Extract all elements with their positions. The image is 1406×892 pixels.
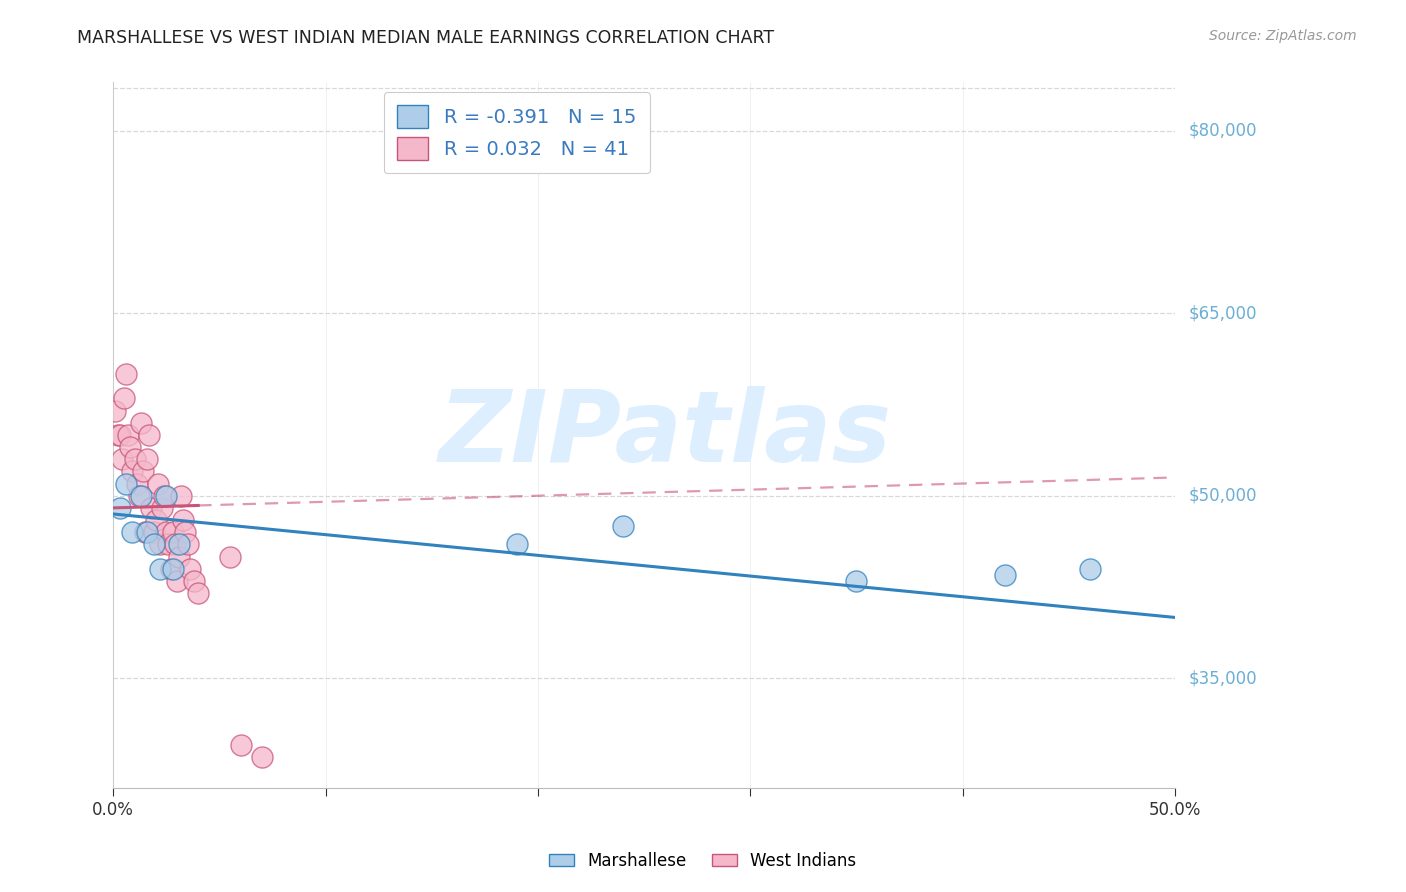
Point	[150, 500, 173, 515]
Legend: R = -0.391   N = 15, R = 0.032   N = 41: R = -0.391 N = 15, R = 0.032 N = 41	[384, 92, 650, 173]
Point	[134, 525, 156, 540]
Point	[136, 525, 159, 540]
Point	[505, 537, 527, 551]
Point	[153, 489, 176, 503]
Point	[183, 574, 205, 588]
Point	[166, 574, 188, 588]
Point	[163, 537, 186, 551]
Point	[1078, 562, 1101, 576]
Point	[172, 513, 194, 527]
Point	[157, 537, 180, 551]
Point	[129, 489, 152, 503]
Point	[104, 403, 127, 417]
Point	[128, 489, 150, 503]
Point	[162, 562, 184, 576]
Point	[121, 464, 143, 478]
Point	[250, 750, 273, 764]
Point	[111, 452, 134, 467]
Point	[145, 513, 167, 527]
Point	[138, 428, 160, 442]
Point	[187, 586, 209, 600]
Text: ZIPatlas: ZIPatlas	[439, 386, 891, 483]
Point	[149, 562, 172, 576]
Point	[125, 476, 148, 491]
Point	[115, 367, 138, 381]
Legend: Marshallese, West Indians: Marshallese, West Indians	[543, 846, 863, 877]
Point	[142, 525, 165, 540]
Point	[112, 392, 135, 406]
Point	[149, 537, 172, 551]
Point	[162, 525, 184, 540]
Point	[170, 489, 193, 503]
Point	[132, 464, 155, 478]
Point	[121, 525, 143, 540]
Point	[845, 574, 868, 588]
Point	[174, 525, 197, 540]
Point	[167, 549, 190, 564]
Point	[141, 500, 163, 515]
Point	[179, 562, 201, 576]
Text: Source: ZipAtlas.com: Source: ZipAtlas.com	[1209, 29, 1357, 43]
Text: $80,000: $80,000	[1189, 121, 1257, 139]
Point	[120, 440, 142, 454]
Point	[159, 562, 181, 576]
Point	[994, 567, 1017, 582]
Point	[167, 537, 190, 551]
Point	[155, 525, 177, 540]
Point	[124, 452, 146, 467]
Point	[612, 519, 634, 533]
Point	[136, 452, 159, 467]
Point	[146, 476, 169, 491]
Point	[229, 738, 252, 752]
Text: $50,000: $50,000	[1189, 487, 1257, 505]
Point	[219, 549, 242, 564]
Point	[142, 537, 165, 551]
Text: $35,000: $35,000	[1189, 669, 1257, 687]
Point	[108, 500, 131, 515]
Point	[107, 428, 129, 442]
Point	[176, 537, 198, 551]
Point	[115, 476, 138, 491]
Point	[155, 489, 177, 503]
Point	[129, 416, 152, 430]
Text: MARSHALLESE VS WEST INDIAN MEDIAN MALE EARNINGS CORRELATION CHART: MARSHALLESE VS WEST INDIAN MEDIAN MALE E…	[77, 29, 775, 46]
Point	[108, 428, 131, 442]
Text: $65,000: $65,000	[1189, 304, 1257, 322]
Point	[117, 428, 139, 442]
